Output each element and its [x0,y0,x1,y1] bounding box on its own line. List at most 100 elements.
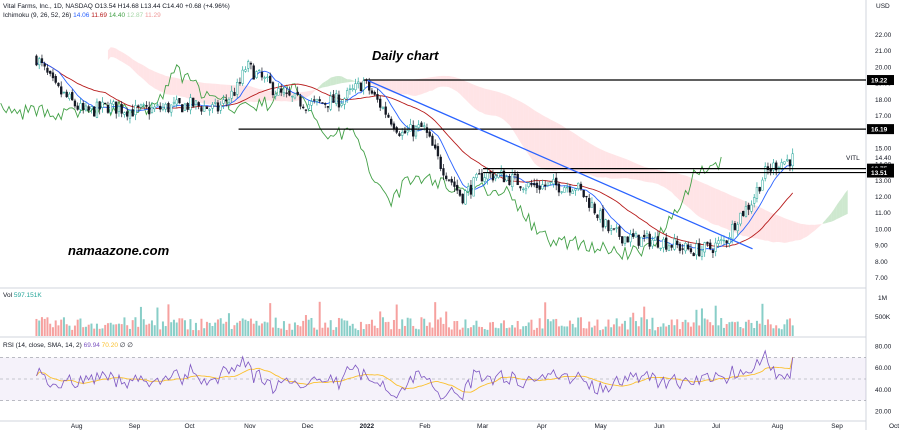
volume-bar [522,326,525,336]
volume-bar [687,322,690,336]
volume-bar [249,318,252,336]
candle [340,103,343,106]
candle [401,132,404,136]
ichimoku-cloud-segment [242,85,246,104]
volume-bar [769,324,772,336]
volume-bar [469,327,472,336]
volume-bar [409,318,412,336]
volume-bar [79,318,82,336]
candle [203,105,206,112]
candle [436,146,440,157]
ichimoku-cloud-segment [113,47,117,59]
volume-bar [205,321,208,336]
ichimoku-cloud-segment [421,78,425,95]
candle [621,236,624,244]
ichimoku-base-value: 11.69 [91,12,107,19]
ichimoku-cloud-segment [410,79,414,96]
ichimoku-cloud-segment [432,76,436,91]
price-axis-tick-label: 7.00 [875,275,888,282]
time-axis-tick-label: Nov [244,423,256,430]
ichimoku-legend: Ichimoku (9, 26, 52, 26) 14.06 11.69 14.… [3,12,161,19]
time-axis-tick-label: Apr [537,423,548,430]
ichimoku-cloud-segment [501,92,504,120]
volume-bar [665,326,668,336]
candle [313,99,316,101]
candle [772,162,775,171]
volume-bar [60,319,63,336]
ichimoku-cloud-segment [149,69,152,87]
volume-bar [164,326,167,336]
candle [40,58,44,64]
volume-bar [68,325,71,336]
ichimoku-cloud-segment [674,172,678,198]
candle [38,58,41,66]
candle [362,80,365,90]
volume-bar [417,329,420,336]
ichimoku-cloud-segment [586,141,590,175]
price-axis-tick-label: 22.00 [875,32,892,39]
volume-bar [524,325,527,336]
ichimoku-cloud-segment [806,224,810,237]
volume-bar [689,326,692,336]
candle [687,244,690,250]
candle [123,112,126,115]
candle [315,98,319,102]
volume-bar [150,320,153,336]
candle [733,223,737,230]
ichimoku-cloud-segment [690,177,694,213]
volume-bar [329,320,332,336]
volume-bar [230,328,233,336]
candle [109,103,112,113]
volume-bar [673,325,676,336]
volume-bar [511,325,514,336]
ichimoku-cloud-segment [514,98,518,138]
volume-bar [747,319,750,336]
volume-bar [420,317,423,336]
ichimoku-cloud-segment [347,79,350,83]
ichimoku-cloud-segment [311,89,315,95]
ichimoku-cloud-segment [338,76,342,84]
volume-bar [431,327,434,336]
time-axis-tick-label: Aug [772,423,784,430]
price-axis-tick-label: 17.00 [875,113,892,120]
volume-bar [225,321,228,336]
ichimoku-cloud-segment [506,94,510,126]
ichimoku-cloud-segment [655,169,658,185]
candle [82,103,85,110]
ichimoku-cloud-segment [138,62,141,78]
candle [458,189,462,196]
candle [43,63,46,67]
candle [403,130,407,134]
ichimoku-cloud-segment [308,90,312,97]
volume-bar [354,328,357,336]
candle [585,195,588,198]
volume-bar [348,325,351,336]
volume-bar [458,329,461,336]
ichimoku-cloud-segment [135,60,139,75]
rsi-line [36,349,794,401]
volume-bar [326,327,329,336]
candle [582,190,585,198]
volume-bar [332,329,335,336]
volume-bar [764,324,767,336]
ichimoku-cloud-segment [558,123,562,170]
volume-bar [739,327,742,336]
volume-bar [236,322,239,336]
candle [134,105,137,115]
candle [478,173,481,175]
volume-bar [172,319,175,336]
candle [722,239,726,242]
volume-bar [461,327,464,336]
candle [98,101,101,110]
volume-bar [142,319,145,336]
ichimoku-cloud-segment [619,156,623,179]
volume-bar [786,319,789,336]
ichimoku-cloud-segment [184,79,188,99]
ichimoku-cloud-segment [539,113,543,170]
volume-bar [277,327,280,336]
time-axis-tick-label: 2022 [360,423,375,430]
ichimoku-cloud-segment [798,223,801,241]
volume-bar [280,328,283,336]
